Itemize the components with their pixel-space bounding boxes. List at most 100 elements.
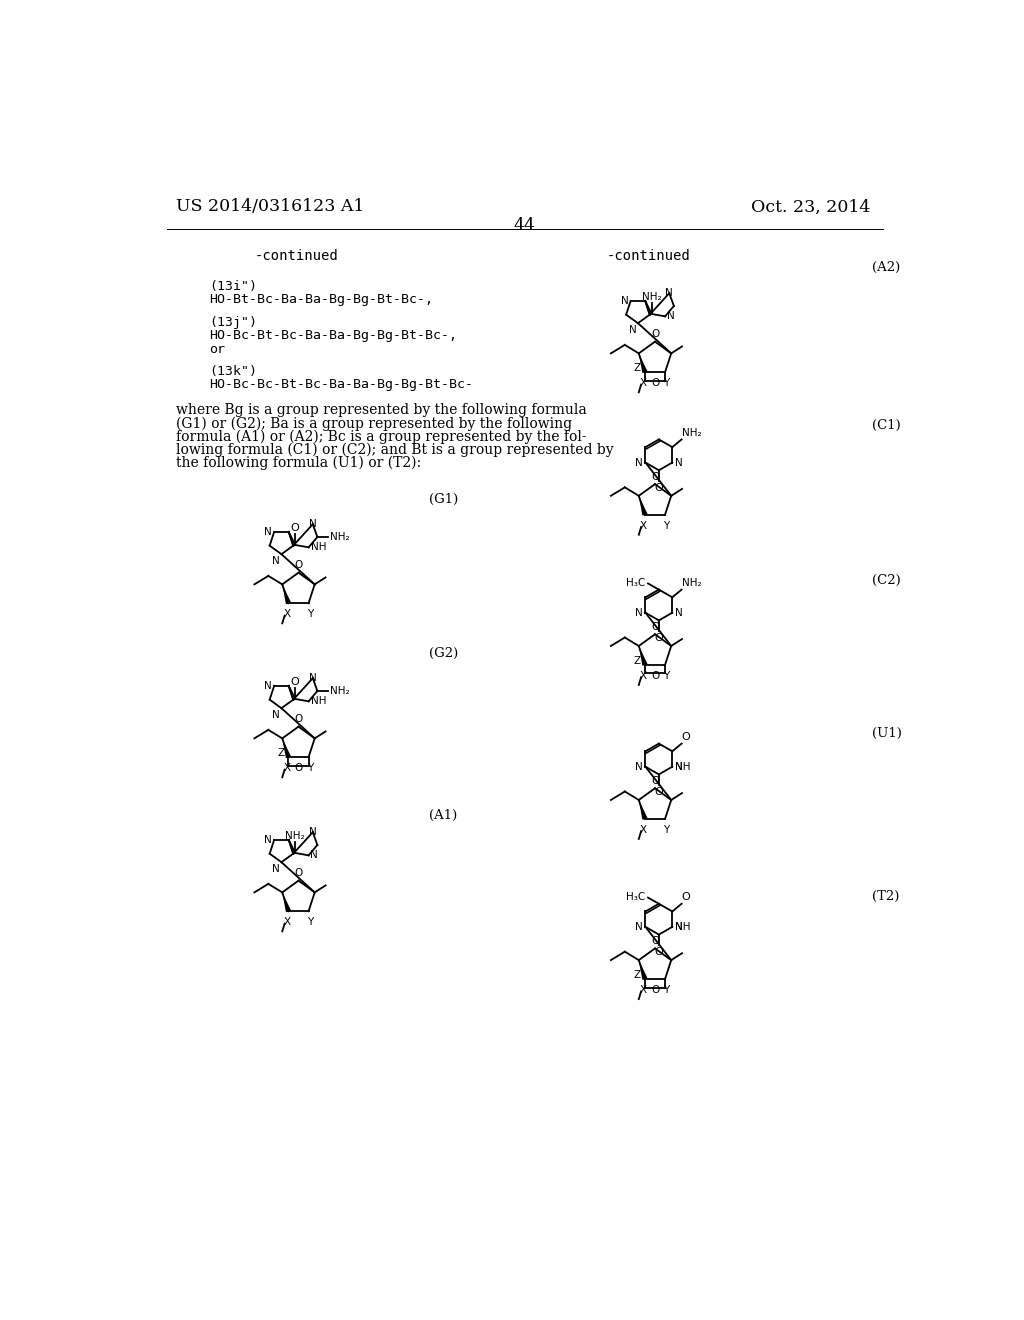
- Text: (G1) or (G2); Ba is a group represented by the following: (G1) or (G2); Ba is a group represented …: [176, 416, 572, 430]
- Text: N: N: [666, 288, 673, 298]
- Text: HO-Bc-Bt-Bc-Ba-Ba-Bg-Bg-Bt-Bc-,: HO-Bc-Bt-Bc-Ba-Ba-Bg-Bg-Bt-Bc-,: [209, 330, 458, 342]
- Text: N: N: [675, 921, 682, 932]
- Text: O: O: [294, 763, 303, 774]
- Text: (G2): (G2): [429, 647, 458, 660]
- Text: O: O: [294, 714, 303, 725]
- Text: lowing formula (C1) or (C2); and Bt is a group represented by: lowing formula (C1) or (C2); and Bt is a…: [176, 442, 613, 457]
- Text: N: N: [675, 458, 682, 467]
- Polygon shape: [639, 496, 647, 516]
- Text: formula (A1) or (A2); Bc is a group represented by the fol-: formula (A1) or (A2); Bc is a group repr…: [176, 429, 587, 444]
- Text: -continued: -continued: [607, 249, 690, 263]
- Text: N: N: [621, 296, 629, 306]
- Polygon shape: [639, 960, 647, 979]
- Text: (T2): (T2): [872, 890, 899, 903]
- Text: N: N: [635, 458, 643, 467]
- Text: Y: Y: [664, 379, 670, 388]
- Text: X: X: [640, 825, 647, 836]
- Text: O: O: [654, 632, 664, 643]
- Polygon shape: [639, 354, 647, 374]
- Text: O: O: [682, 892, 690, 903]
- Text: Y: Y: [307, 917, 313, 928]
- Text: H₃C: H₃C: [627, 892, 646, 902]
- Text: O: O: [651, 985, 659, 995]
- Text: O: O: [654, 946, 664, 957]
- Text: O: O: [651, 776, 659, 785]
- Text: X: X: [640, 671, 647, 681]
- Text: (C2): (C2): [872, 574, 901, 587]
- Text: N: N: [272, 710, 280, 719]
- Text: N: N: [675, 762, 682, 772]
- Text: O: O: [291, 677, 300, 686]
- Text: O: O: [651, 471, 659, 482]
- Text: Y: Y: [664, 985, 670, 995]
- Text: Z: Z: [634, 656, 641, 667]
- Text: NH₂: NH₂: [642, 292, 662, 302]
- Text: N: N: [309, 673, 316, 684]
- Text: N: N: [635, 762, 643, 772]
- Text: N: N: [635, 921, 643, 932]
- Text: (13k"): (13k"): [209, 364, 257, 378]
- Text: NH₂: NH₂: [286, 830, 305, 841]
- Text: or: or: [209, 343, 225, 356]
- Text: Y: Y: [664, 825, 670, 836]
- Polygon shape: [283, 585, 291, 605]
- Text: N: N: [264, 681, 271, 690]
- Text: O: O: [651, 330, 659, 339]
- Text: Z: Z: [634, 363, 641, 374]
- Text: HO-Bc-Bc-Bt-Bc-Ba-Ba-Bg-Bg-Bt-Bc-: HO-Bc-Bc-Bt-Bc-Ba-Ba-Bg-Bg-Bt-Bc-: [209, 378, 473, 391]
- Text: Z: Z: [278, 748, 285, 759]
- Text: HO-Bt-Bc-Ba-Ba-Bg-Bg-Bt-Bc-,: HO-Bt-Bc-Ba-Ba-Bg-Bg-Bt-Bc-,: [209, 293, 433, 306]
- Text: US 2014/0316123 A1: US 2014/0316123 A1: [176, 198, 365, 215]
- Text: NH: NH: [311, 543, 327, 552]
- Text: Y: Y: [664, 521, 670, 531]
- Text: 44: 44: [514, 216, 536, 234]
- Text: O: O: [294, 561, 303, 570]
- Polygon shape: [283, 892, 291, 912]
- Text: NH₂: NH₂: [682, 578, 701, 589]
- Text: NH₂: NH₂: [682, 428, 701, 438]
- Text: N: N: [309, 519, 316, 529]
- Text: N: N: [635, 607, 643, 618]
- Text: O: O: [654, 787, 664, 797]
- Text: X: X: [284, 763, 291, 774]
- Text: X: X: [284, 610, 291, 619]
- Text: N: N: [675, 607, 682, 618]
- Text: N: N: [310, 850, 317, 861]
- Text: O: O: [651, 671, 659, 681]
- Text: (G1): (G1): [429, 494, 458, 507]
- Text: -continued: -continued: [255, 249, 339, 263]
- Text: Y: Y: [664, 671, 670, 681]
- Polygon shape: [639, 800, 647, 820]
- Text: NH: NH: [675, 921, 690, 932]
- Text: NH: NH: [675, 762, 690, 772]
- Text: X: X: [640, 985, 647, 995]
- Text: O: O: [651, 622, 659, 632]
- Text: NH₂: NH₂: [330, 686, 349, 696]
- Text: X: X: [640, 379, 647, 388]
- Text: N: N: [309, 828, 316, 837]
- Text: O: O: [651, 378, 659, 388]
- Text: N: N: [272, 556, 280, 566]
- Text: O: O: [651, 936, 659, 946]
- Text: X: X: [284, 917, 291, 928]
- Text: N: N: [629, 325, 636, 335]
- Text: (13j"): (13j"): [209, 317, 257, 329]
- Polygon shape: [283, 738, 291, 758]
- Polygon shape: [639, 645, 647, 665]
- Text: (U1): (U1): [872, 726, 902, 739]
- Text: N: N: [264, 834, 271, 845]
- Text: N: N: [667, 312, 675, 321]
- Text: Y: Y: [307, 610, 313, 619]
- Text: N: N: [272, 863, 280, 874]
- Text: N: N: [264, 527, 271, 537]
- Text: O: O: [654, 483, 664, 492]
- Text: Oct. 23, 2014: Oct. 23, 2014: [751, 198, 870, 215]
- Text: (A2): (A2): [872, 261, 900, 273]
- Text: (13i"): (13i"): [209, 280, 257, 293]
- Text: O: O: [294, 869, 303, 878]
- Text: where Bg is a group represented by the following formula: where Bg is a group represented by the f…: [176, 404, 587, 417]
- Text: X: X: [640, 521, 647, 531]
- Text: the following formula (U1) or (T2):: the following formula (U1) or (T2):: [176, 455, 421, 470]
- Text: O: O: [291, 523, 300, 533]
- Text: (C1): (C1): [872, 418, 901, 432]
